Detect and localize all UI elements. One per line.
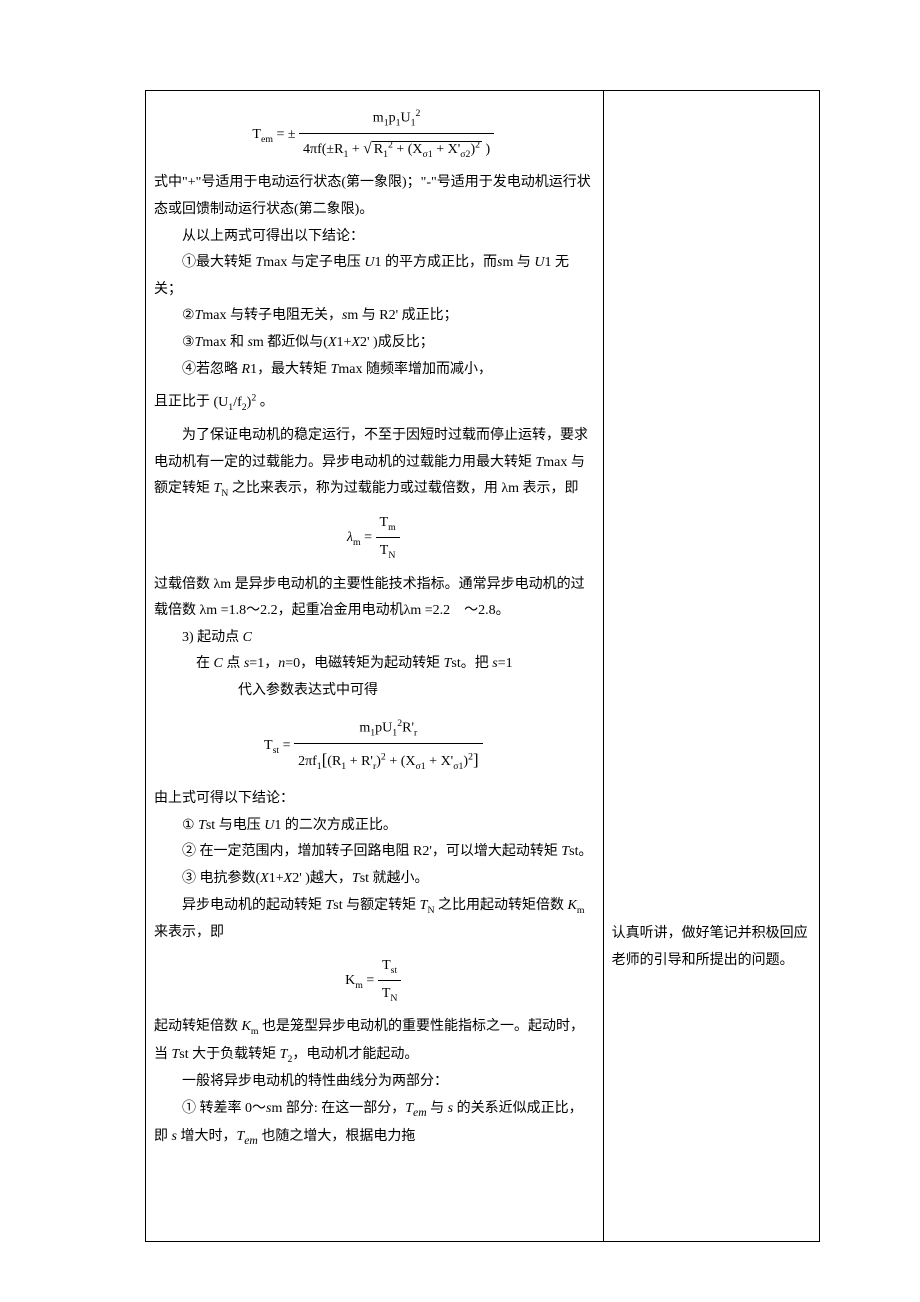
para-start-c3: 代入参数表达式中可得 bbox=[154, 678, 593, 705]
formula-lambda: λm = Tm TN bbox=[154, 510, 593, 566]
f4-lhs: Km = bbox=[345, 973, 378, 988]
para-start-c: 3) 起动点 C bbox=[154, 625, 593, 652]
f3-den: 2πf1[(R1 + R'r)2 + (Xσ1 + X'σ1)2] bbox=[294, 744, 483, 776]
f3-lhs: Tst = bbox=[264, 738, 294, 753]
para-c1: ①最大转矩 Tmax 与定子电压 U1 的平方成正比，而sm 与 U1 无关； bbox=[154, 250, 593, 303]
right-column: 认真听讲，做好笔记并积极回应老师的引导和所提出的问题。 bbox=[604, 91, 819, 1241]
para-curve1: ① 转差率 0～sm 部分: 在这一部分，Tem 与 s 的关系近似成正比，即 … bbox=[154, 1096, 593, 1152]
p7b: (U1/f2)2 bbox=[214, 395, 257, 410]
para-c3: ③Tmax 和 sm 都近似与(X1+X2' )成反比； bbox=[154, 330, 593, 357]
page: Tem = ± m1p1U12 4πf(±R1 + √R12 + (Xσ1 + … bbox=[0, 0, 920, 1302]
f1-num: m1p1U12 bbox=[299, 105, 494, 134]
formula-tst: Tst = m1pU12R'r 2πf1[(R1 + R'r)2 + (Xσ1 … bbox=[154, 715, 593, 776]
f4-frac: Tst TN bbox=[378, 953, 402, 1009]
p7c: 。 bbox=[260, 395, 274, 410]
para-overload: 为了保证电动机的稳定运行，不至于因短时过载而停止运转，要求电动机有一定的过载能力… bbox=[154, 423, 593, 504]
formula-km: Km = Tst TN bbox=[154, 953, 593, 1009]
formula-tem: Tem = ± m1p1U12 4πf(±R1 + √R12 + (Xσ1 + … bbox=[154, 105, 593, 164]
para-curve: 一般将异步电动机的特性曲线分为两部分： bbox=[154, 1069, 593, 1096]
para-start-c2: 在 C 点 s=1，n=0，电磁转矩为起动转矩 Tst。把 s=1 bbox=[154, 651, 593, 678]
f3-frac: m1pU12R'r 2πf1[(R1 + R'r)2 + (Xσ1 + X'σ1… bbox=[294, 715, 483, 776]
para-ratio: 且正比于 (U1/f2)2 。 bbox=[154, 389, 593, 417]
f1-lhs: Tem = ± bbox=[252, 127, 295, 142]
p7a: 且正比于 bbox=[154, 395, 210, 410]
para-km2: 起动转矩倍数 Km 也是笼型异步电动机的重要性能指标之一。起动时，当 Tst 大… bbox=[154, 1014, 593, 1069]
left-column: Tem = ± m1p1U12 4πf(±R1 + √R12 + (Xσ1 + … bbox=[146, 91, 604, 1241]
para-d1: ① Tst 与电压 U1 的二次方成正比。 bbox=[154, 813, 593, 840]
f3-num: m1pU12R'r bbox=[294, 715, 483, 744]
f2-den: TN bbox=[376, 538, 400, 565]
para-concl: 由上式可得以下结论： bbox=[154, 786, 593, 813]
f2-lhs: λm = bbox=[347, 530, 376, 545]
para-sign: 式中"+"号适用于电动运行状态(第一象限)；"-"号适用于发电动机运行状态或回馈… bbox=[154, 170, 593, 223]
table-frame: Tem = ± m1p1U12 4πf(±R1 + √R12 + (Xσ1 + … bbox=[145, 90, 820, 1242]
f4-num: Tst bbox=[378, 953, 402, 981]
f2-frac: Tm TN bbox=[376, 510, 400, 566]
f1-den: 4πf(±R1 + √R12 + (Xσ1 + X'σ2)2 ) bbox=[299, 134, 494, 164]
student-note: 认真听讲，做好笔记并积极回应老师的引导和所提出的问题。 bbox=[612, 921, 811, 974]
para-lambda-range: 过载倍数 λm 是异步电动机的主要性能技术指标。通常异步电动机的过载倍数 λm … bbox=[154, 572, 593, 625]
f2-num: Tm bbox=[376, 510, 400, 538]
f4-den: TN bbox=[378, 981, 402, 1008]
para-c2: ②Tmax 与转子电阻无关，sm 与 R2' 成正比； bbox=[154, 303, 593, 330]
para-c4: ④若忽略 R1，最大转矩 Tmax 随频率增加而减小， bbox=[154, 357, 593, 384]
para-d3: ③ 电抗参数(X1+X2' )越大，Tst 就越小。 bbox=[154, 866, 593, 893]
para-km: 异步电动机的起动转矩 Tst 与额定转矩 TN 之比用起动转矩倍数 Km 来表示… bbox=[154, 893, 593, 947]
f1-frac: m1p1U12 4πf(±R1 + √R12 + (Xσ1 + X'σ2)2 ) bbox=[299, 105, 494, 164]
para-intro: 从以上两式可得出以下结论： bbox=[154, 224, 593, 251]
para-d2: ② 在一定范围内，增加转子回路电阻 R2'，可以增大起动转矩 Tst。 bbox=[154, 839, 593, 866]
